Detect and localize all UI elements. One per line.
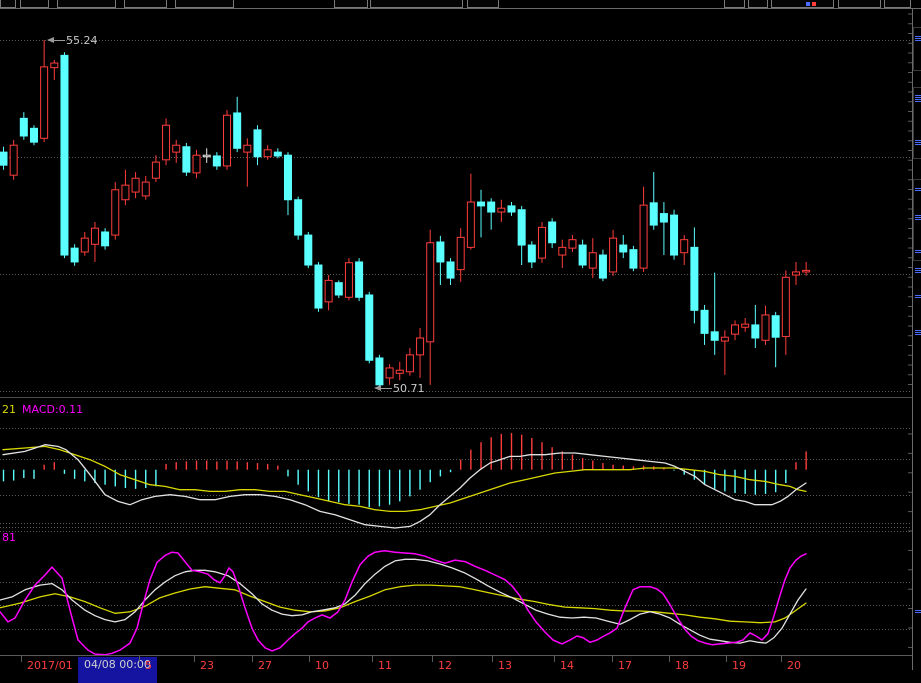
- toolbar-button[interactable]: [124, 0, 167, 8]
- annotation-line: [381, 387, 392, 389]
- axis-date-label: 13: [498, 659, 512, 672]
- candles: [0, 40, 811, 388]
- kdj-value-label: 81: [2, 531, 16, 544]
- sidebar-glyph-icon[interactable]: [915, 214, 921, 221]
- kdj-j-line: [0, 549, 807, 656]
- sidebar-glyph-icon[interactable]: [915, 294, 921, 299]
- toolbar-button[interactable]: [0, 0, 16, 8]
- toolbar-button[interactable]: [175, 0, 234, 8]
- axis-tick: [194, 656, 195, 662]
- sidebar-button[interactable]: [913, 27, 921, 71]
- macd-dif-line: [2, 444, 807, 529]
- toolbar-button[interactable]: [57, 0, 116, 8]
- kdj-k-line: [0, 558, 807, 644]
- macd-value-label: MACD:0.11: [22, 403, 84, 416]
- axis-date-label: 17: [618, 659, 632, 672]
- macd-label-row: 21 MACD:0.11: [2, 403, 83, 416]
- axis-tick: [726, 656, 727, 662]
- right-sidebar[interactable]: [912, 9, 921, 670]
- toolbar-glyph-icon: [806, 2, 810, 6]
- axis-date-label: 11: [378, 659, 392, 672]
- toolbar-button[interactable]: [748, 0, 768, 8]
- kdj-label-row: 81: [2, 531, 16, 544]
- toolbar-button[interactable]: [20, 0, 49, 8]
- sidebar-button[interactable]: [913, 87, 921, 159]
- axis-date-label: 27: [258, 659, 272, 672]
- axis-date-label: 14: [560, 659, 574, 672]
- high-price-annotation: 55.24: [47, 33, 98, 47]
- macd-dea-line: [2, 445, 807, 513]
- axis-date-label: 23: [200, 659, 214, 672]
- sidebar-glyph-icon[interactable]: [915, 139, 921, 146]
- toolbar-button[interactable]: [884, 0, 911, 8]
- axis-tick: [139, 656, 140, 662]
- sidebar-glyph-icon[interactable]: [915, 329, 921, 336]
- sidebar-glyph-icon[interactable]: [915, 267, 921, 274]
- axis-tick: [612, 656, 613, 662]
- toolbar-button[interactable]: [370, 0, 463, 8]
- toolbar-button[interactable]: [838, 0, 881, 8]
- sidebar-glyph-icon[interactable]: [915, 187, 921, 192]
- left-arrow-icon: [374, 385, 381, 391]
- sidebar-button[interactable]: [913, 179, 921, 261]
- axis-tick: [252, 656, 253, 662]
- axis-date-label: 19: [732, 659, 746, 672]
- toolbar-separator: [0, 8, 921, 9]
- annotation-line: [54, 39, 65, 41]
- toolbar-button[interactable]: [334, 0, 368, 8]
- axis-tick: [492, 656, 493, 662]
- macd-param-label: 21: [2, 403, 16, 416]
- kdj-d-line: [0, 584, 807, 624]
- high-price-label: 55.24: [66, 33, 98, 47]
- toolbar-button[interactable]: [771, 0, 834, 8]
- axis-tick: [781, 656, 782, 662]
- low-price-annotation: 50.71: [374, 381, 425, 395]
- axis-date-label: 2017/01: [27, 659, 73, 672]
- axis-tick: [21, 656, 22, 662]
- macd-histogram: [2, 433, 807, 508]
- sidebar-glyph-icon[interactable]: [915, 35, 921, 42]
- sidebar-glyph-icon[interactable]: [915, 609, 921, 614]
- low-price-label: 50.71: [393, 381, 425, 395]
- axis-tick: [309, 656, 310, 662]
- sidebar-glyph-icon[interactable]: [915, 94, 921, 103]
- axis-date-label: 20: [787, 659, 801, 672]
- axis-date-label: 18: [675, 659, 689, 672]
- toolbar-button[interactable]: [724, 0, 745, 8]
- axis-date-label: 12: [438, 659, 452, 672]
- toolbar-button[interactable]: [467, 0, 499, 8]
- axis-date-label: 10: [315, 659, 329, 672]
- axis-tick: [432, 656, 433, 662]
- axis-tick: [554, 656, 555, 662]
- toolbar-glyph-icon: [812, 2, 816, 6]
- sidebar-glyph-icon[interactable]: [915, 249, 921, 254]
- left-arrow-icon: [47, 37, 54, 43]
- axis-tick: [669, 656, 670, 662]
- axis-tick: [372, 656, 373, 662]
- axis-date-label: 5: [145, 659, 152, 672]
- time-axis[interactable]: 2017/01 04/08 00:00 5 23 27 10 11 12 13 14 17 18 19 2…: [0, 655, 921, 683]
